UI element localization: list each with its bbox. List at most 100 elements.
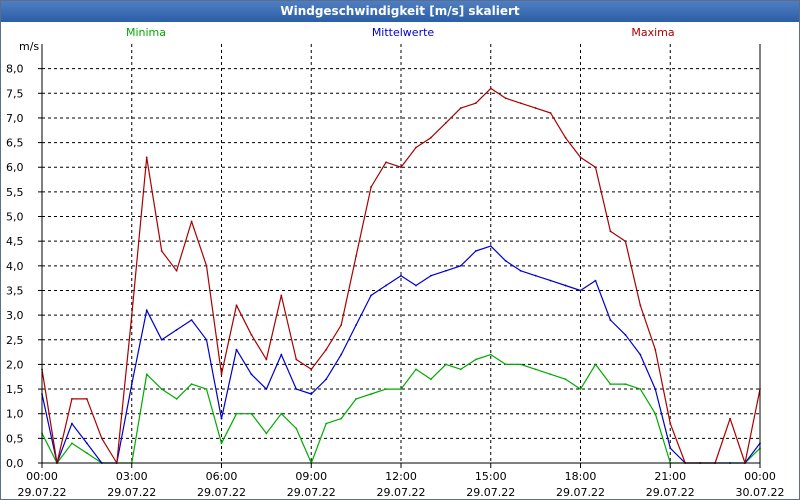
data-point-maxima <box>534 107 537 109</box>
data-point-minima <box>175 398 178 400</box>
x-tick-time-label: 00:00 <box>26 470 58 483</box>
data-point-maxima <box>564 136 567 139</box>
data-point-mittelwerte <box>430 274 432 277</box>
data-point-minima <box>280 412 283 415</box>
y-tick-label: 0,0 <box>6 457 24 470</box>
data-point-minima <box>564 378 567 381</box>
series-lines <box>41 87 761 464</box>
y-tick-label: 6,0 <box>6 161 24 174</box>
data-point-mittelwerte <box>205 338 208 341</box>
data-point-mittelwerte <box>400 274 402 277</box>
data-point-minima <box>400 388 402 390</box>
x-tick-date-label: 29.07.22 <box>556 486 605 499</box>
data-point-maxima <box>310 368 313 371</box>
data-point-maxima <box>130 314 133 317</box>
data-point-minima <box>504 363 507 366</box>
y-axis-label: m/s <box>19 40 39 53</box>
data-point-mittelwerte <box>639 353 642 356</box>
data-point-minima <box>459 368 462 371</box>
data-point-maxima <box>729 417 731 420</box>
x-tick-time-label: 18:00 <box>565 470 597 483</box>
data-point-minima <box>639 388 642 390</box>
x-tick-time-label: 09:00 <box>295 470 327 483</box>
y-tick-label: 8,0 <box>6 63 24 76</box>
data-point-mittelwerte <box>265 388 268 390</box>
legend-mittelwerte: Mittelwerte <box>372 26 435 39</box>
data-point-maxima <box>654 348 657 351</box>
data-point-maxima <box>549 112 552 114</box>
data-point-minima <box>85 452 88 455</box>
y-tick-label: 5,5 <box>6 186 24 199</box>
data-point-mittelwerte <box>310 393 313 395</box>
data-point-maxima <box>504 97 507 100</box>
y-tick-label: 3,5 <box>6 284 24 297</box>
y-tick-label: 3,0 <box>6 309 24 322</box>
data-point-maxima <box>71 398 73 400</box>
data-point-maxima <box>175 269 178 272</box>
data-point-mittelwerte <box>669 447 672 450</box>
data-point-mittelwerte <box>130 383 133 386</box>
data-point-minima <box>71 442 73 445</box>
data-point-minima <box>444 363 447 366</box>
x-tick-time-label: 15:00 <box>475 470 507 483</box>
x-tick-date-label: 29.07.22 <box>466 486 515 499</box>
data-point-maxima <box>325 348 328 351</box>
data-point-minima <box>220 442 223 445</box>
data-point-maxima <box>579 156 582 159</box>
data-point-mittelwerte <box>145 309 148 312</box>
data-point-minima <box>355 398 358 400</box>
y-tick-label: 0,5 <box>6 432 24 445</box>
y-tick-label: 2,5 <box>6 334 24 347</box>
data-point-mittelwerte <box>220 417 223 420</box>
data-point-maxima <box>474 102 477 105</box>
data-point-mittelwerte <box>415 284 417 287</box>
data-point-maxima <box>220 373 223 376</box>
x-tick-date-label: 29.07.22 <box>646 486 695 499</box>
data-point-mittelwerte <box>71 422 73 425</box>
data-point-minima <box>265 432 268 435</box>
data-point-mittelwerte <box>280 353 283 356</box>
data-point-mittelwerte <box>250 373 253 376</box>
axis-labels: 0,0 0,5 1,0 1,5 2,0 2,5 3,0 3,5 4,0 4,5 5,0 5,5 6,0 6… <box>6 26 784 499</box>
x-tick-time-label: 21:00 <box>654 470 686 483</box>
x-tick-time-label: 06:00 <box>206 470 238 483</box>
data-point-minima <box>340 417 343 420</box>
data-point-maxima <box>609 230 612 233</box>
data-point-maxima <box>160 250 163 252</box>
data-point-mittelwerte <box>624 333 627 336</box>
data-point-maxima <box>519 102 522 105</box>
legend-maxima: Maxima <box>631 26 674 39</box>
data-point-mittelwerte <box>519 269 522 272</box>
data-point-maxima <box>639 304 642 307</box>
data-point-minima <box>295 427 298 430</box>
y-tick-label: 7,5 <box>6 87 24 100</box>
data-point-maxima <box>370 186 372 188</box>
x-tick-date-label: 29.07.22 <box>197 486 246 499</box>
data-point-maxima <box>265 358 268 361</box>
data-point-mittelwerte <box>654 388 657 390</box>
data-point-maxima <box>400 166 402 169</box>
data-point-mittelwerte <box>444 269 447 272</box>
data-point-mittelwerte <box>474 250 477 252</box>
axes <box>38 44 761 468</box>
data-point-maxima <box>145 156 148 159</box>
data-point-mittelwerte <box>504 259 507 262</box>
data-point-minima <box>145 373 148 376</box>
data-point-maxima <box>459 107 462 109</box>
data-point-mittelwerte <box>609 319 612 321</box>
x-tick-date-label: 29.07.22 <box>377 486 426 499</box>
data-point-maxima <box>250 333 253 336</box>
data-point-minima <box>594 363 597 366</box>
data-point-minima <box>250 412 253 415</box>
data-point-mittelwerte <box>459 264 462 267</box>
x-tick-date-label: 29.07.22 <box>287 486 336 499</box>
data-point-mittelwerte <box>579 289 582 292</box>
data-point-maxima <box>444 121 447 124</box>
data-point-minima <box>190 383 193 386</box>
data-point-maxima <box>415 146 417 149</box>
data-point-mittelwerte <box>190 319 193 321</box>
data-point-minima <box>519 363 522 366</box>
y-tick-label: 4,5 <box>6 235 24 248</box>
y-tick-label: 1,0 <box>6 408 24 421</box>
data-point-minima <box>474 358 477 361</box>
